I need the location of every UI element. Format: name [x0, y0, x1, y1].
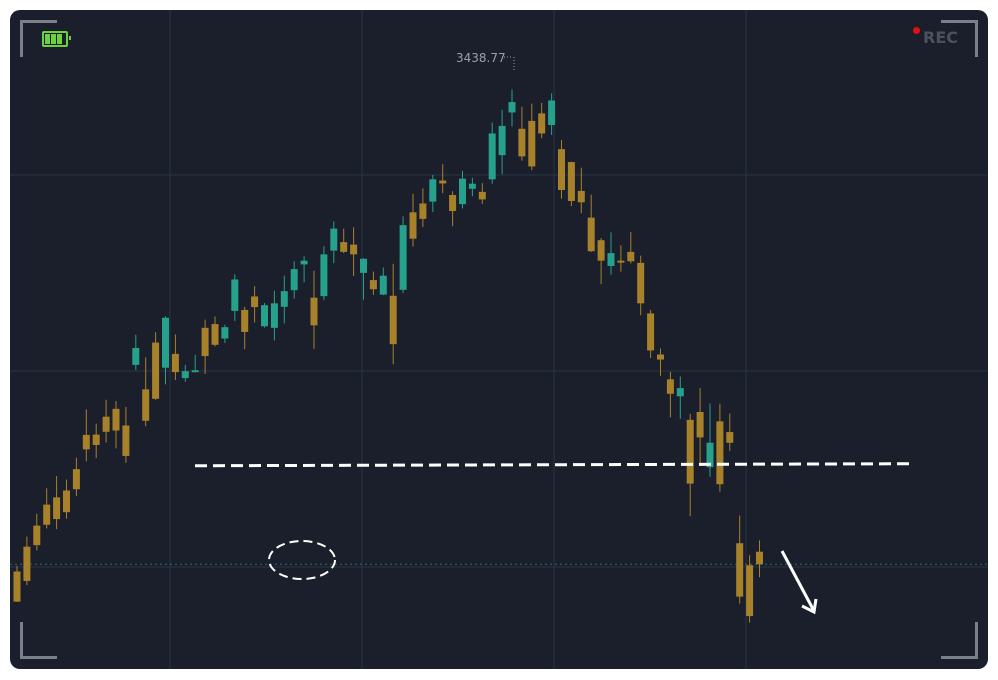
- candle-body: [637, 262, 645, 304]
- candle-body: [558, 149, 565, 190]
- candle-body: [369, 280, 377, 290]
- candle-body: [607, 253, 615, 266]
- viewfinder-corner-bottom-right: [941, 622, 978, 659]
- candle-body: [686, 419, 694, 484]
- rec-label: REC: [923, 28, 958, 47]
- candle-body: [320, 254, 328, 297]
- candle-body: [241, 309, 249, 332]
- candle-body: [379, 275, 387, 295]
- candle-body: [23, 546, 31, 581]
- peak-price-label: 3438.77: [456, 51, 506, 65]
- candle-body: [72, 469, 80, 490]
- candle-body: [330, 228, 338, 251]
- candle-body: [617, 260, 625, 263]
- candle-body: [756, 551, 763, 565]
- candle-body: [627, 251, 635, 262]
- candle-body: [746, 565, 754, 617]
- candle-body: [270, 303, 278, 328]
- candle-body: [181, 371, 189, 379]
- low-highlight-circle: [268, 540, 336, 580]
- candlestick-chart: 3438.77: [10, 10, 988, 669]
- candle-body: [221, 327, 229, 339]
- candle-body: [350, 244, 358, 255]
- candle-body: [261, 305, 268, 327]
- candle-body: [360, 258, 367, 273]
- candle-body: [548, 100, 556, 125]
- candle-body: [171, 353, 179, 373]
- candle-body: [389, 295, 397, 345]
- down-arrow-shaft: [780, 550, 816, 612]
- battery-full-icon: [42, 31, 71, 47]
- candle-body: [716, 421, 724, 485]
- candle-body: [577, 190, 585, 203]
- candle-body: [92, 434, 100, 445]
- candle-body: [429, 179, 437, 202]
- candle-body: [657, 354, 664, 360]
- candle-body: [696, 411, 704, 438]
- candle-body: [33, 525, 41, 546]
- candle-body: [508, 102, 516, 113]
- candle-body: [82, 434, 90, 450]
- candle-body: [201, 327, 209, 357]
- chart-frame: 3438.77 REC: [10, 10, 988, 669]
- candle-body: [478, 191, 486, 200]
- candle-body: [152, 342, 160, 399]
- candle-body: [251, 296, 259, 308]
- candle-body: [63, 490, 70, 513]
- candle-body: [518, 128, 526, 157]
- candle-body: [211, 324, 219, 345]
- candle-body: [666, 379, 674, 394]
- candle-body: [231, 279, 239, 311]
- candle-body: [587, 217, 595, 252]
- candle-body: [647, 313, 655, 351]
- candle-body: [597, 240, 605, 261]
- candle-body: [459, 178, 466, 205]
- candle-body: [726, 432, 734, 443]
- candle-body: [132, 347, 140, 365]
- candle-body: [102, 416, 110, 432]
- candle-body: [122, 425, 130, 456]
- candle-body: [409, 212, 417, 239]
- candle-body: [280, 291, 288, 307]
- candle-body: [53, 497, 61, 520]
- support-line: [194, 462, 911, 468]
- candle-body: [498, 125, 506, 156]
- candle-body: [142, 389, 150, 421]
- candle-body: [419, 203, 427, 219]
- down-arrow-head: [801, 598, 818, 615]
- viewfinder-corner-bottom-left: [20, 622, 57, 659]
- candle-body: [13, 571, 21, 602]
- candle-body: [43, 504, 51, 525]
- candle-body: [310, 297, 318, 326]
- candle-body: [399, 225, 407, 290]
- viewfinder-corner-top-right: [941, 20, 978, 57]
- candle-body: [439, 180, 447, 184]
- candle-body: [488, 133, 496, 180]
- candle-body: [162, 317, 169, 368]
- candle-body: [676, 388, 684, 397]
- candle-body: [468, 183, 476, 189]
- viewfinder-corner-top-left: [20, 20, 57, 57]
- rec-indicator: REC: [913, 27, 958, 47]
- candle-body: [300, 260, 308, 265]
- candle-body: [449, 195, 457, 212]
- candle-body: [290, 269, 298, 291]
- candle-body: [567, 162, 575, 201]
- candle-body: [340, 242, 348, 252]
- rec-dot-icon: [913, 27, 920, 34]
- candle-body: [112, 408, 120, 431]
- candle-body: [736, 543, 744, 597]
- candle-body: [191, 370, 199, 373]
- candle-body: [706, 442, 714, 468]
- candle-body: [538, 113, 546, 134]
- candle-body: [528, 120, 536, 167]
